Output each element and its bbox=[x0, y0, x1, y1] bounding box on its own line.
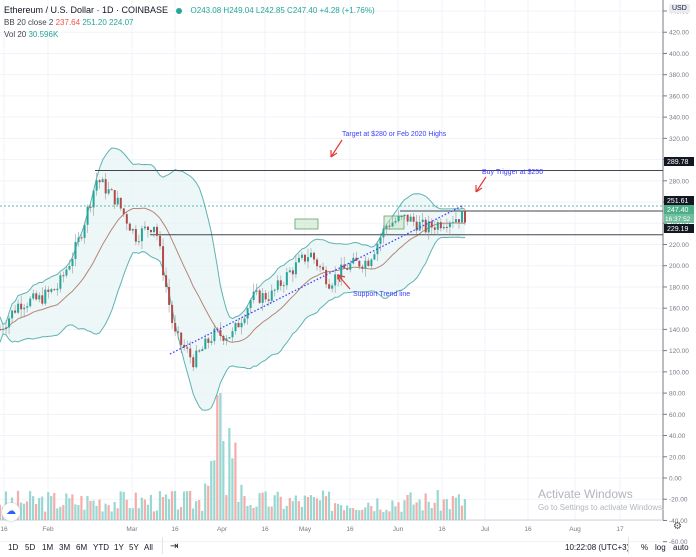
range-ytd[interactable]: YTD bbox=[93, 543, 109, 552]
svg-text:16: 16 bbox=[438, 526, 446, 533]
support-label: 229.19 bbox=[667, 226, 689, 233]
svg-text:20.00: 20.00 bbox=[669, 454, 686, 461]
svg-text:Apr: Apr bbox=[217, 526, 228, 533]
target-annotation[interactable]: Target at $280 or Feb 2020 Highs bbox=[342, 131, 447, 138]
bb-label[interactable]: BB 20 close 2 bbox=[4, 18, 54, 27]
svg-text:140.00: 140.00 bbox=[669, 327, 689, 334]
svg-text:100.00: 100.00 bbox=[669, 369, 689, 376]
range-6m[interactable]: 6M bbox=[76, 543, 88, 552]
svg-text:380.00: 380.00 bbox=[669, 72, 689, 79]
bb-basis-value: 237.64 bbox=[55, 18, 81, 27]
activate-windows-watermark: Activate Windows Go to Settings to activ… bbox=[538, 487, 664, 512]
svg-text:16: 16 bbox=[0, 526, 8, 533]
chart-legend: Ethereum / U.S. Dollar · 1D · COINBASE O… bbox=[4, 4, 375, 41]
annotation-arrows bbox=[330, 139, 487, 290]
svg-text:0.00: 0.00 bbox=[669, 476, 682, 483]
currency-badge[interactable]: USD bbox=[669, 4, 690, 13]
bb-upper-value: 251.20 bbox=[82, 18, 107, 27]
bollinger-basis bbox=[0, 207, 466, 343]
buy-trigger-annotation[interactable]: Buy Trigger at $250 bbox=[482, 169, 543, 176]
resistance-high-label: 289.78 bbox=[667, 159, 689, 166]
candlesticks bbox=[0, 172, 466, 372]
auto-toggle[interactable]: auto bbox=[673, 543, 689, 552]
volume-bars bbox=[0, 393, 466, 520]
log-toggle[interactable]: log bbox=[655, 543, 666, 552]
range-5d[interactable]: 5D bbox=[25, 543, 36, 552]
svg-text:Aug: Aug bbox=[569, 526, 581, 533]
svg-text:-20.00: -20.00 bbox=[669, 497, 688, 504]
breakout-zone-rect[interactable] bbox=[294, 218, 319, 230]
svg-text:Mar: Mar bbox=[126, 526, 138, 533]
svg-text:60.00: 60.00 bbox=[669, 412, 686, 419]
range-all[interactable]: All bbox=[144, 543, 153, 552]
svg-text:80.00: 80.00 bbox=[669, 391, 686, 398]
svg-text:120.00: 120.00 bbox=[669, 348, 689, 355]
tradingview-logo-icon[interactable]: ☁ bbox=[2, 503, 20, 521]
support-tag bbox=[664, 224, 694, 233]
bottom-toolbar: 1D 5D 1M 3M 6M YTD 1Y 5Y All ⇥ 10:22:08 … bbox=[0, 537, 696, 557]
vol-value: 30.596K bbox=[28, 30, 59, 39]
watermark-line2: Go to Settings to activate Windows. bbox=[538, 503, 665, 512]
symbol-title[interactable]: Ethereum / U.S. Dollar · 1D · COINBASE bbox=[4, 5, 169, 15]
price-axis[interactable]: 440.00420.00400.00380.00360.00340.00320.… bbox=[663, 9, 689, 547]
svg-text:16: 16 bbox=[171, 526, 179, 533]
svg-text:320.00: 320.00 bbox=[669, 136, 689, 143]
svg-text:400.00: 400.00 bbox=[669, 51, 689, 58]
target-arrow-icon bbox=[330, 139, 343, 158]
svg-text:16: 16 bbox=[346, 526, 354, 533]
svg-text:340.00: 340.00 bbox=[669, 115, 689, 122]
clock-time[interactable]: 10:22:08 (UTC+3) bbox=[565, 543, 630, 552]
svg-text:360.00: 360.00 bbox=[669, 93, 689, 100]
range-1d[interactable]: 1D bbox=[8, 543, 19, 552]
support-annotation[interactable]: Support Trend line bbox=[353, 291, 410, 298]
svg-text:Jul: Jul bbox=[481, 526, 490, 533]
svg-text:-60.00: -60.00 bbox=[669, 539, 688, 546]
time-axis[interactable]: 16 Feb Mar 16 Apr 16 May 16 Jun 16 Jul 16 Aug 17 bbox=[0, 526, 624, 533]
market-status-icon bbox=[176, 7, 183, 14]
range-1m[interactable]: 1M bbox=[42, 543, 54, 552]
countdown-label: 16:37:52 bbox=[665, 216, 691, 223]
range-3m[interactable]: 3M bbox=[59, 543, 71, 552]
svg-text:17: 17 bbox=[616, 526, 624, 533]
svg-text:-40.00: -40.00 bbox=[669, 518, 688, 525]
settings-gear-icon[interactable]: ⚙ bbox=[673, 521, 682, 532]
buy-trigger-arrow-icon bbox=[475, 176, 487, 193]
svg-text:160.00: 160.00 bbox=[669, 306, 689, 313]
svg-text:Feb: Feb bbox=[42, 526, 54, 533]
horizontal-levels[interactable] bbox=[95, 169, 663, 236]
ohlc-values: O243.08 H249.04 L242.85 C247.40 +4.28 (+… bbox=[190, 6, 375, 15]
svg-text:280.00: 280.00 bbox=[669, 178, 689, 185]
watermark-line1: Activate Windows bbox=[538, 487, 633, 501]
svg-text:180.00: 180.00 bbox=[669, 284, 689, 291]
last-price-tag bbox=[664, 205, 694, 214]
bollinger-lower-band bbox=[0, 236, 466, 411]
svg-text:16: 16 bbox=[261, 526, 269, 533]
support-arrow-icon bbox=[337, 274, 351, 290]
svg-text:16: 16 bbox=[524, 526, 532, 533]
goto-date-icon[interactable]: ⇥ bbox=[170, 541, 179, 552]
toolbar-divider-2 bbox=[628, 537, 629, 554]
bb-lower-value: 224.07 bbox=[109, 18, 134, 27]
bollinger-band-fill bbox=[0, 148, 465, 411]
resistance-mid-tag bbox=[664, 196, 694, 205]
toolbar-divider bbox=[162, 537, 163, 554]
range-5y[interactable]: 5Y bbox=[129, 543, 139, 552]
svg-text:220.00: 220.00 bbox=[669, 242, 689, 249]
svg-text:420.00: 420.00 bbox=[669, 30, 689, 37]
vol-label[interactable]: Vol 20 bbox=[4, 30, 27, 39]
countdown-tag bbox=[664, 214, 694, 223]
resistance-high-tag bbox=[664, 157, 694, 166]
svg-text:May: May bbox=[299, 526, 312, 533]
svg-text:40.00: 40.00 bbox=[669, 433, 686, 440]
svg-text:Jun: Jun bbox=[393, 526, 404, 533]
svg-text:200.00: 200.00 bbox=[669, 263, 689, 270]
range-1y[interactable]: 1Y bbox=[114, 543, 124, 552]
resistance-mid-label: 251.61 bbox=[667, 198, 689, 205]
last-price-label: 247.40 bbox=[667, 207, 689, 214]
percent-toggle[interactable]: % bbox=[641, 543, 649, 552]
